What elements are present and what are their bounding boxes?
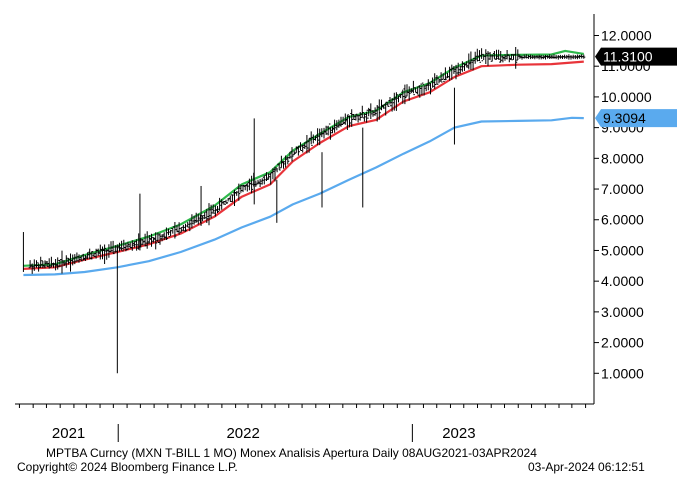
footer-copyright: Copyright© 2024 Bloomberg Finance L.P.: [17, 460, 238, 474]
footer-series-description: MPTBA Curncy (MXN T-BILL 1 MO) Monex Ana…: [46, 446, 537, 460]
y-tick-label: 5.0000: [601, 242, 644, 258]
moving-average-blue-line: [23, 116, 584, 277]
last-value-label: 9.3094: [603, 110, 646, 126]
y-tick-label: 1.0000: [601, 365, 644, 381]
last-value-marker: [595, 109, 677, 128]
y-tick-label: 12.0000: [601, 27, 652, 43]
y-tick-label: 3.0000: [601, 304, 644, 320]
y-tick-label: 4.0000: [601, 273, 644, 289]
price-ohlc-series: [28, 47, 586, 274]
y-tick-label: 2.0000: [601, 335, 644, 351]
moving-average-red-line: [23, 60, 584, 270]
x-year-label: 2023: [442, 425, 475, 442]
last-value-marker: [595, 47, 677, 66]
y-tick-label: 6.0000: [601, 212, 644, 228]
x-year-label: 2021: [52, 425, 85, 442]
y-tick-label: 8.0000: [601, 150, 644, 166]
moving-average-green-line: [23, 49, 584, 267]
last-value-label: 11.3100: [603, 49, 653, 65]
x-year-label: 2022: [226, 425, 259, 442]
y-tick-label: 7.0000: [601, 181, 644, 197]
y-tick-label: 10.0000: [601, 89, 652, 105]
footer-timestamp: 03-Apr-2024 06:12:51: [528, 460, 645, 474]
